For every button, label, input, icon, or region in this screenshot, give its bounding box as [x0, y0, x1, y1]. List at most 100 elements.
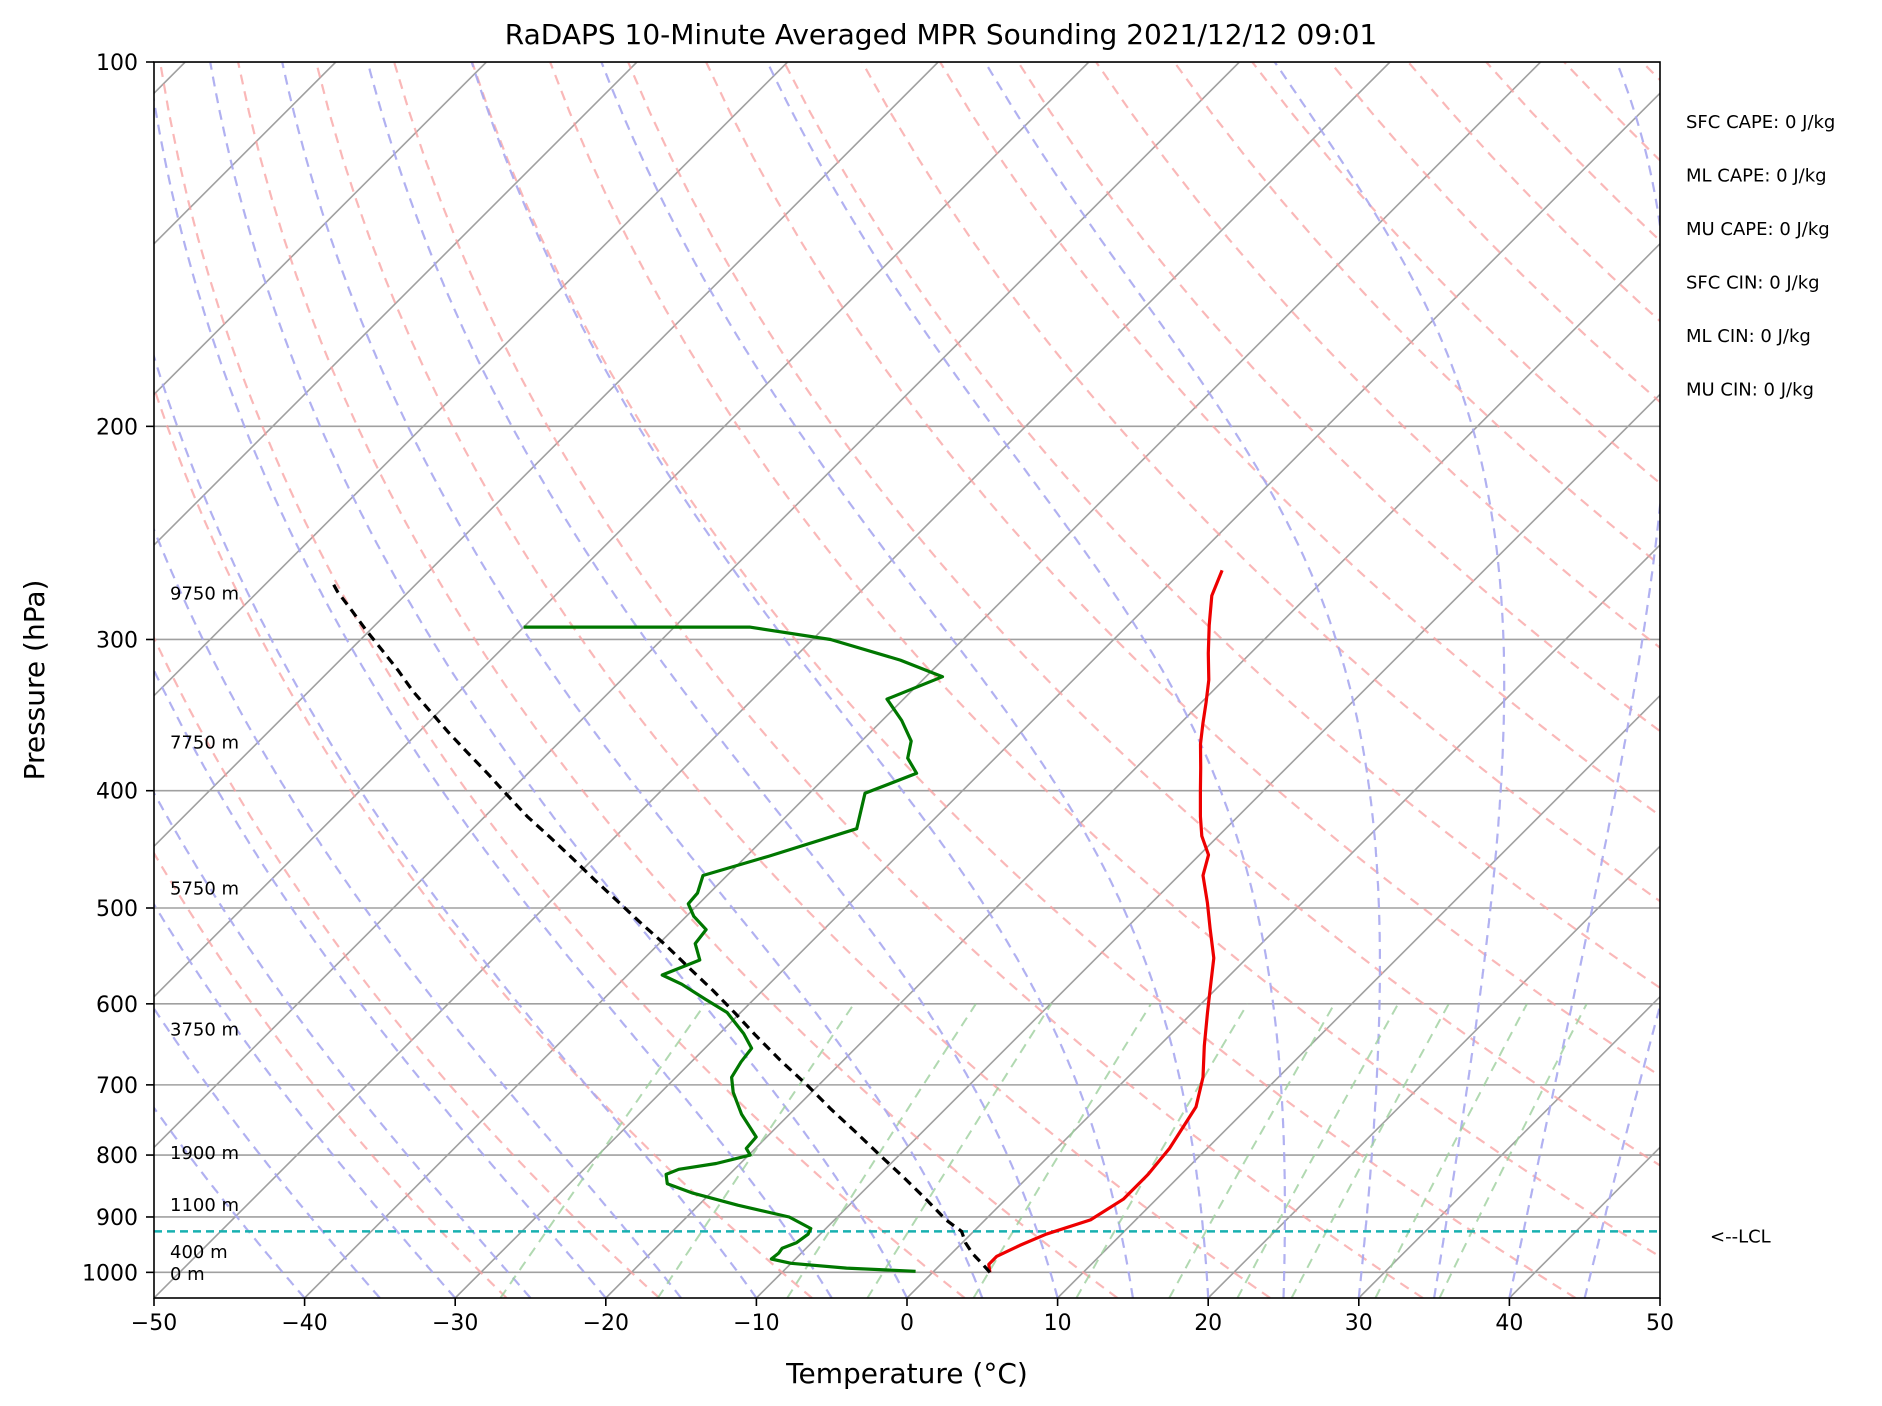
dry-adiabat	[1485, 62, 1660, 243]
plot-frame	[153, 61, 1661, 1299]
y-tick-label: 600	[96, 993, 138, 1018]
x-tick-label: −40	[281, 1311, 327, 1336]
dry-adiabat	[237, 62, 1119, 1298]
moist-adiabat	[154, 352, 758, 1298]
y-tick-label: 700	[96, 1074, 138, 1099]
moist-adiabat	[366, 62, 1059, 1298]
moist-adiabat	[600, 62, 1210, 1298]
moist-adiabat	[766, 62, 1286, 1298]
dry-adiabat	[1563, 62, 1660, 162]
isotherm-line	[304, 62, 1542, 1298]
y-tick-label: 900	[96, 1206, 138, 1231]
moist-adiabat	[281, 62, 984, 1298]
height-label: 7750 m	[170, 733, 239, 754]
mixing-ratio-line	[866, 1003, 1053, 1298]
stability-index: ML CIN: 0 J/kg	[1686, 326, 1811, 347]
isotherm-line	[154, 62, 487, 396]
parcel-line	[329, 579, 992, 1274]
moist-adiabat	[154, 790, 532, 1298]
mixing-ratio-line	[1075, 1003, 1249, 1298]
dry-adiabat	[783, 62, 1660, 990]
x-tick-label: −20	[583, 1311, 629, 1336]
stability-index: SFC CAPE: 0 J/kg	[1686, 112, 1835, 133]
stability-indices: SFC CAPE: 0 J/kg ML CAPE: 0 J/kg MU CAPE: …	[1686, 112, 1835, 401]
dry-adiabat	[1251, 62, 1660, 485]
mixing-ratio-line	[1290, 1003, 1450, 1298]
moist-adiabat	[154, 667, 607, 1298]
isotherm-line	[906, 543, 1660, 1298]
dry-adiabat	[154, 635, 661, 1298]
moist-adiabat	[209, 62, 908, 1298]
stability-index: ML CAPE: 0 J/kg	[1686, 166, 1827, 187]
dry-adiabat	[1017, 62, 1660, 733]
background-lines	[154, 62, 1882, 1298]
dry-adiabat	[627, 62, 1660, 1167]
isotherm-line	[154, 62, 789, 697]
y-tick-label: 800	[96, 1144, 138, 1169]
y-tick-label: 200	[96, 415, 138, 440]
profile-series	[329, 569, 1224, 1274]
isotherm-line	[1207, 845, 1660, 1298]
mixing-ratio-line	[656, 1003, 855, 1298]
moist-adiabat	[470, 62, 1134, 1298]
mixing-ratio-line	[1438, 1003, 1588, 1298]
moist-adiabat	[1273, 62, 1506, 1298]
height-labels: 9750 m 7750 m 5750 m 3750 m 1900 m 1100 m 400 …	[170, 584, 239, 1285]
height-label: 3750 m	[170, 1019, 239, 1040]
stability-index: MU CAPE: 0 J/kg	[1686, 219, 1830, 240]
y-tick-label: 300	[96, 628, 138, 653]
isotherm-line	[154, 62, 1391, 1298]
height-label: 0 m	[170, 1264, 205, 1285]
mixing-ratio-line	[1168, 1003, 1336, 1298]
height-label: 400 m	[170, 1242, 228, 1263]
isotherm-line	[154, 62, 1090, 998]
moist-adiabat	[984, 62, 1381, 1298]
y-axis-label: Pressure (hPa)	[18, 580, 51, 781]
isotherm-line	[755, 393, 1660, 1298]
moist-adiabat	[1583, 1001, 1660, 1298]
x-tick-label: 40	[1495, 1311, 1523, 1336]
dewpoint-line	[523, 625, 945, 1273]
x-axis: −50 −40 −30 −20 −10 0 10 20 30 40 50	[131, 1298, 1674, 1336]
dry-adiabat	[705, 62, 1660, 1078]
stability-index: SFC CIN: 0 J/kg	[1686, 273, 1820, 294]
mixing-ratio-line	[1236, 1003, 1400, 1298]
isotherm-line	[154, 62, 939, 848]
height-label: 5750 m	[170, 879, 239, 900]
dry-adiabat	[549, 62, 1660, 1258]
dry-adiabat	[471, 62, 1577, 1298]
y-tick-label: 500	[96, 897, 138, 922]
height-label: 1100 m	[170, 1195, 239, 1216]
x-tick-label: −50	[131, 1311, 177, 1336]
mixing-ratio-line	[1374, 1003, 1528, 1298]
dry-adiabat	[154, 384, 813, 1298]
x-tick-label: 0	[900, 1311, 914, 1336]
moist-adiabat	[154, 526, 682, 1298]
dry-adiabat	[1095, 62, 1660, 650]
dry-adiabat	[861, 62, 1660, 903]
dry-adiabat	[1720, 62, 1882, 1298]
chart-title: RaDAPS 10-Minute Averaged MPR Sounding 2…	[505, 18, 1377, 51]
isotherm-line	[1358, 995, 1660, 1298]
moist-adiabat	[154, 1006, 381, 1298]
x-tick-label: 50	[1646, 1311, 1674, 1336]
x-tick-label: 20	[1194, 1311, 1222, 1336]
moist-adiabat	[1508, 62, 1660, 1298]
moist-adiabat	[154, 1106, 306, 1298]
x-tick-label: −10	[733, 1311, 779, 1336]
dry-adiabat	[1407, 62, 1660, 323]
lcl-label: <--LCL	[1710, 1226, 1771, 1247]
isotherm-line	[1659, 1296, 1660, 1298]
x-axis-label: Temperature (°C)	[785, 1357, 1028, 1390]
temperature-line	[987, 569, 1224, 1273]
mixing-ratio-lines	[499, 1003, 1588, 1298]
y-tick-label: 400	[96, 780, 138, 805]
dry-adiabat	[393, 62, 1424, 1298]
height-label: 9750 m	[170, 584, 239, 605]
x-tick-label: −30	[432, 1311, 478, 1336]
dry-adiabat	[159, 62, 966, 1298]
isotherm-line	[154, 62, 1240, 1149]
x-tick-label: 30	[1345, 1311, 1373, 1336]
isotherm-lines	[154, 62, 1660, 1298]
